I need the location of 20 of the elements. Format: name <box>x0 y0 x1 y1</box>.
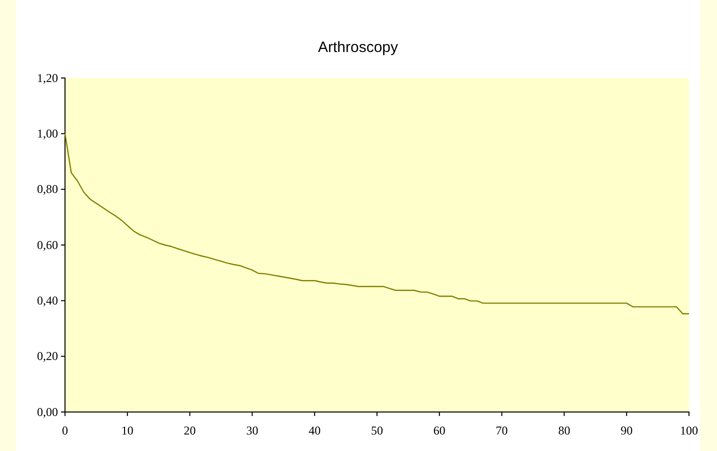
x-tick-label: 80 <box>558 424 570 438</box>
x-tick-label: 20 <box>184 424 196 438</box>
y-tick-label: 0,00 <box>37 404 58 419</box>
x-tick-label: 90 <box>620 424 633 438</box>
y-tick-label: 0,60 <box>37 238 58 252</box>
x-tick-label: 50 <box>371 424 383 438</box>
y-tick-label: 0,80 <box>37 182 58 196</box>
x-tick-label: 100 <box>680 424 698 438</box>
x-tick-label: 10 <box>121 424 134 438</box>
x-tick-label: 60 <box>433 424 446 438</box>
y-tick-label: 1,00 <box>37 126 58 141</box>
x-tick-label: 70 <box>496 424 508 438</box>
chart-title: Arthroscopy <box>318 39 399 56</box>
x-tick-label: 30 <box>246 424 258 438</box>
x-tick-label: 40 <box>308 424 321 438</box>
y-tick-label: 1,20 <box>37 70 58 85</box>
line-series <box>64 133 690 314</box>
y-tick-label: 0,20 <box>37 349 58 364</box>
y-tick-label: 0,40 <box>37 294 58 308</box>
x-tick-label: 0 <box>62 424 68 438</box>
